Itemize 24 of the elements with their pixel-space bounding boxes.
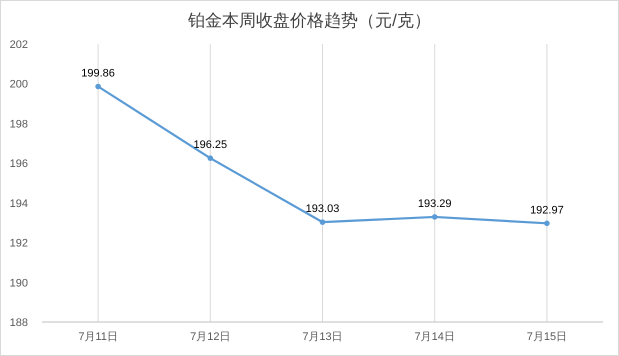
point [432, 214, 438, 220]
data-label: 199.86 [81, 67, 115, 80]
y-tick-label: 188 [10, 317, 28, 329]
point [544, 220, 550, 226]
point [208, 155, 214, 161]
point [95, 84, 101, 90]
point [320, 219, 326, 225]
x-tick-label: 7月14日 [414, 331, 455, 343]
data-label: 196.25 [193, 139, 228, 152]
y-tick-label: 190 [10, 277, 28, 290]
y-tick-label: 198 [10, 118, 28, 130]
data-label: 192.97 [530, 204, 564, 216]
y-tick-label: 202 [10, 39, 28, 51]
data-label: 193.03 [306, 203, 340, 216]
x-tick-label: 7月12日 [190, 331, 230, 343]
y-tick-label: 196 [10, 158, 28, 170]
x-tick-label: 7月11日 [78, 331, 118, 343]
x-tick-label: 7月13日 [302, 331, 343, 343]
chart-title: 铂金本周收盘价格趋势（元/克） [187, 11, 431, 30]
x-tick-label: 7月15日 [526, 331, 568, 343]
y-tick-label: 194 [10, 198, 28, 210]
y-tick-label: 200 [10, 78, 28, 91]
data-label: 193.29 [418, 198, 452, 210]
y-tick-label: 192 [10, 238, 28, 250]
